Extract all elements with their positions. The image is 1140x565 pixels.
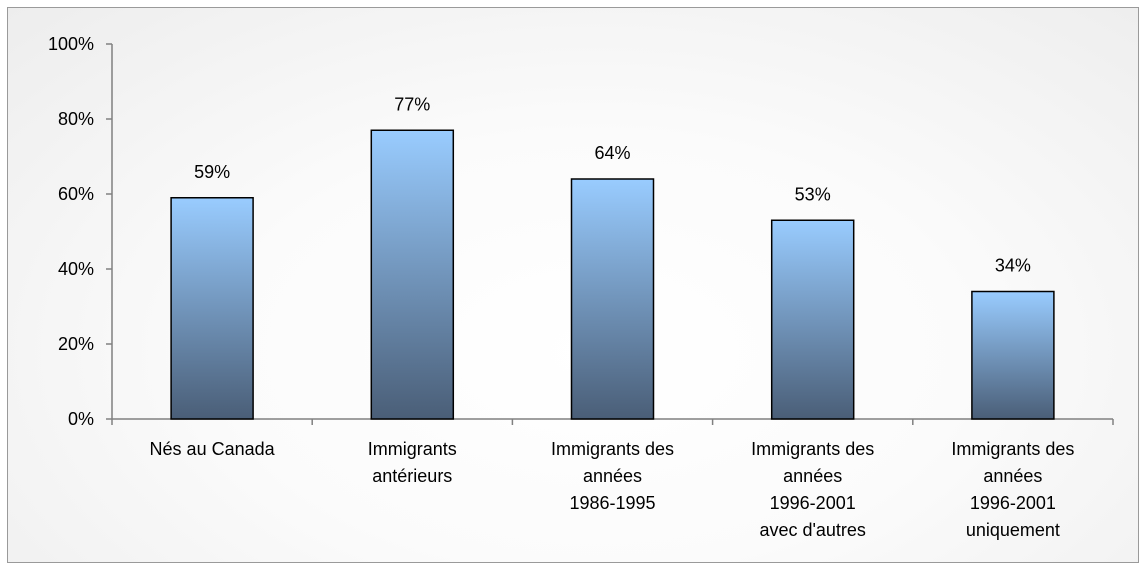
- y-tick-label: 100%: [48, 34, 94, 54]
- data-label: 77%: [394, 94, 430, 114]
- y-tick-label: 40%: [58, 259, 94, 279]
- y-tick-label: 0%: [68, 409, 94, 429]
- bar: [570, 178, 655, 420]
- data-label: 53%: [795, 184, 831, 204]
- data-label: 64%: [594, 143, 630, 163]
- axes: 0% 20% 40% 60% 80% 100%: [48, 34, 1114, 429]
- category-label: Immigrants antérieurs: [368, 439, 457, 486]
- category-label: Immigrants des années 1996-2001 avec d'autr…: [751, 439, 874, 540]
- bar: [370, 129, 455, 420]
- category-label: Immigrants des années 1996-2001 uniquement: [951, 439, 1074, 540]
- bars: [170, 129, 1055, 420]
- bar: [770, 219, 855, 420]
- data-label: 59%: [194, 162, 230, 182]
- y-tick-label: 60%: [58, 184, 94, 204]
- y-tick-label: 80%: [58, 109, 94, 129]
- labels: 59% Nés au Canada 77% Immigrants antérieurs 6…: [150, 94, 1075, 540]
- category-label: Nés au Canada: [150, 439, 276, 459]
- y-tick-label: 20%: [58, 334, 94, 354]
- bar: [971, 290, 1055, 420]
- category-label: Immigrants des années 1986-1995: [551, 439, 674, 513]
- bar: [170, 197, 254, 420]
- data-label: 34%: [995, 256, 1031, 276]
